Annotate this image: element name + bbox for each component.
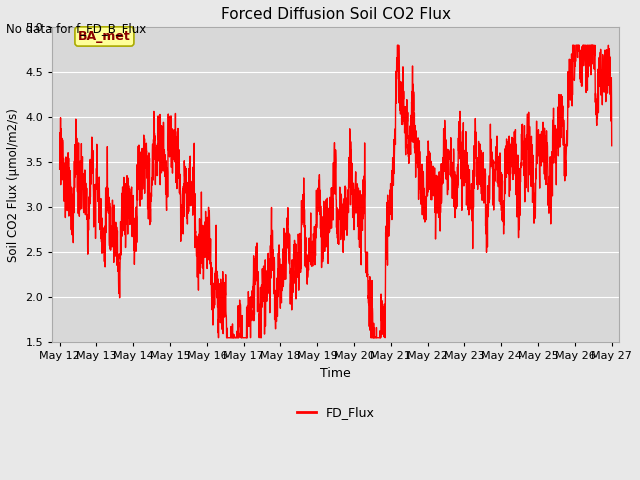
Legend: FD_Flux: FD_Flux: [292, 401, 380, 424]
Title: Forced Diffusion Soil CO2 Flux: Forced Diffusion Soil CO2 Flux: [221, 7, 451, 22]
Y-axis label: Soil CO2 Flux (μmol/m2/s): Soil CO2 Flux (μmol/m2/s): [7, 108, 20, 262]
X-axis label: Time: Time: [320, 367, 351, 380]
Text: No data for f_FD_B_Flux: No data for f_FD_B_Flux: [6, 22, 147, 35]
Text: BA_met: BA_met: [78, 30, 131, 43]
